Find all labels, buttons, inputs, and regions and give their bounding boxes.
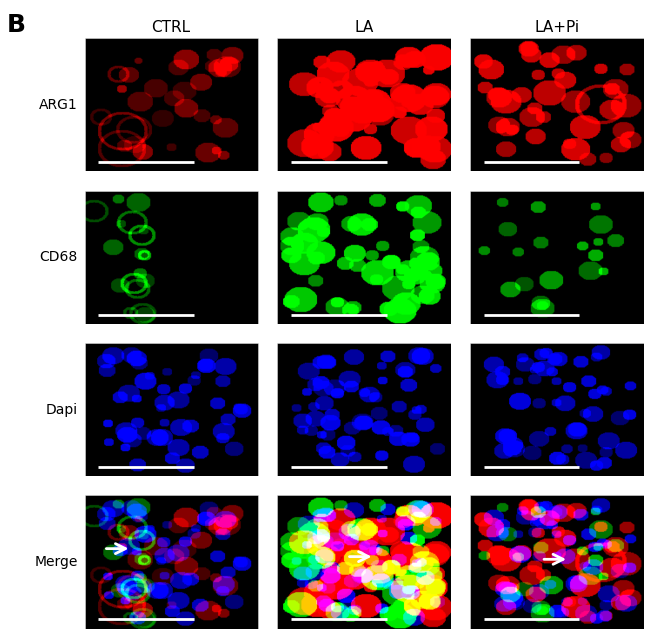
Text: CTRL: CTRL xyxy=(151,20,190,35)
Text: CD68: CD68 xyxy=(40,250,78,264)
Text: LA+Pi: LA+Pi xyxy=(534,20,579,35)
Text: Merge: Merge xyxy=(34,555,78,569)
Text: Dapi: Dapi xyxy=(46,403,78,417)
Text: B: B xyxy=(6,13,25,37)
Text: LA: LA xyxy=(354,20,374,35)
Text: ARG1: ARG1 xyxy=(39,98,78,112)
